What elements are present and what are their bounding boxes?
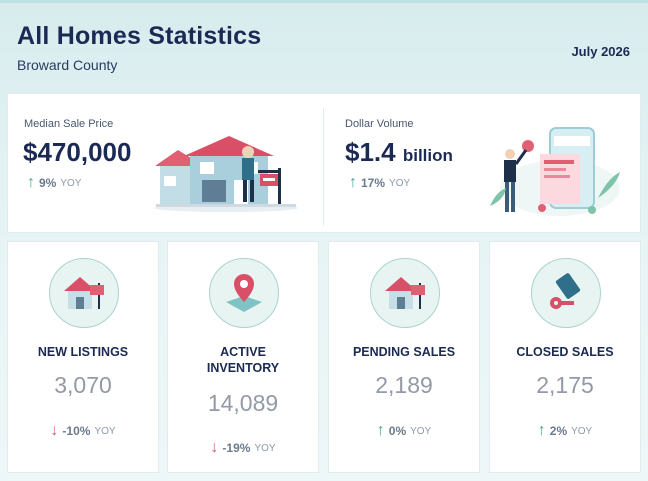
report-date: July 2026 [571,44,630,59]
page-title: All Homes Statistics [17,22,262,50]
yoy-tag: YOY [571,425,593,437]
key-icon [550,273,581,309]
closed-sales-change: 2% [549,424,568,438]
dollar-volume-unit: billion [402,146,453,165]
map-pin-icon [226,274,262,312]
page-subtitle: Broward County [17,57,118,73]
dollar-volume-value: $1.4 billion [345,137,453,168]
dollar-volume-label: Dollar Volume [345,118,414,130]
new-listings-yoy: ↓ -10% YOY [8,423,158,439]
stat-card-active-inventory: ACTIVE INVENTORY 14,089 ↓ -19% YOY [167,241,319,473]
top-strip [0,0,648,3]
arrow-up-icon: ↑ [537,422,546,439]
closed-sales-icon-circle [531,258,601,328]
yoy-tag: YOY [410,425,432,437]
stat-card-new-listings: NEW LISTINGS 3,070 ↓ -10% YOY [7,241,159,473]
new-listings-icon-circle [49,258,119,328]
pending-sales-yoy: ↑ 0% YOY [329,423,479,439]
active-inventory-change: -19% [222,441,251,455]
arrow-up-icon: ↑ [349,174,357,191]
house-for-sale-illustration [154,136,298,212]
yoy-tag: YOY [254,442,276,454]
median-price-yoy: ↑ 9% YOY [27,175,81,191]
arrow-up-icon: ↑ [27,174,35,191]
active-inventory-yoy: ↓ -19% YOY [168,440,318,456]
dollar-volume-yoy: ↑ 17% YOY [349,175,410,191]
house-sign-icon [385,277,425,309]
new-listings-label: NEW LISTINGS [37,345,129,359]
closed-sales-label: CLOSED SALES [516,345,614,359]
median-price-label: Median Sale Price [24,118,114,130]
active-inventory-label-1: ACTIVE [220,345,266,359]
arrow-down-icon: ↓ [210,439,219,456]
stat-card-closed-sales: CLOSED SALES 2,175 ↑ 2% YOY [489,241,641,473]
pending-sales-value: 2,189 [375,372,433,398]
new-listings-value: 3,070 [54,372,112,398]
active-inventory-icon-circle [209,258,279,328]
pending-sales-change: 0% [388,424,407,438]
active-inventory-value: 14,089 [207,390,279,416]
pending-sales-label: PENDING SALES [352,345,456,359]
stat-card-pending-sales: PENDING SALES 2,189 ↑ 0% YOY [328,241,480,473]
dollar-volume-amount: $1.4 [345,137,396,167]
closed-sales-value: 2,175 [536,372,594,398]
yoy-tag: YOY [94,425,116,437]
closed-sales-yoy: ↑ 2% YOY [490,423,640,439]
phone-payment-illustration [490,127,620,216]
median-price-change: 9% [39,176,57,190]
house-sign-icon [64,277,104,309]
new-listings-change: -10% [62,424,91,438]
arrow-down-icon: ↓ [50,422,59,439]
pending-sales-icon-circle [370,258,440,328]
active-inventory-label-2: INVENTORY [206,361,280,375]
summary-divider [323,108,324,226]
median-price-value: $470,000 [23,137,132,167]
yoy-tag: YOY [389,177,411,189]
dollar-volume-change: 17% [361,176,386,190]
yoy-tag: YOY [60,177,82,189]
arrow-up-icon: ↑ [376,422,385,439]
